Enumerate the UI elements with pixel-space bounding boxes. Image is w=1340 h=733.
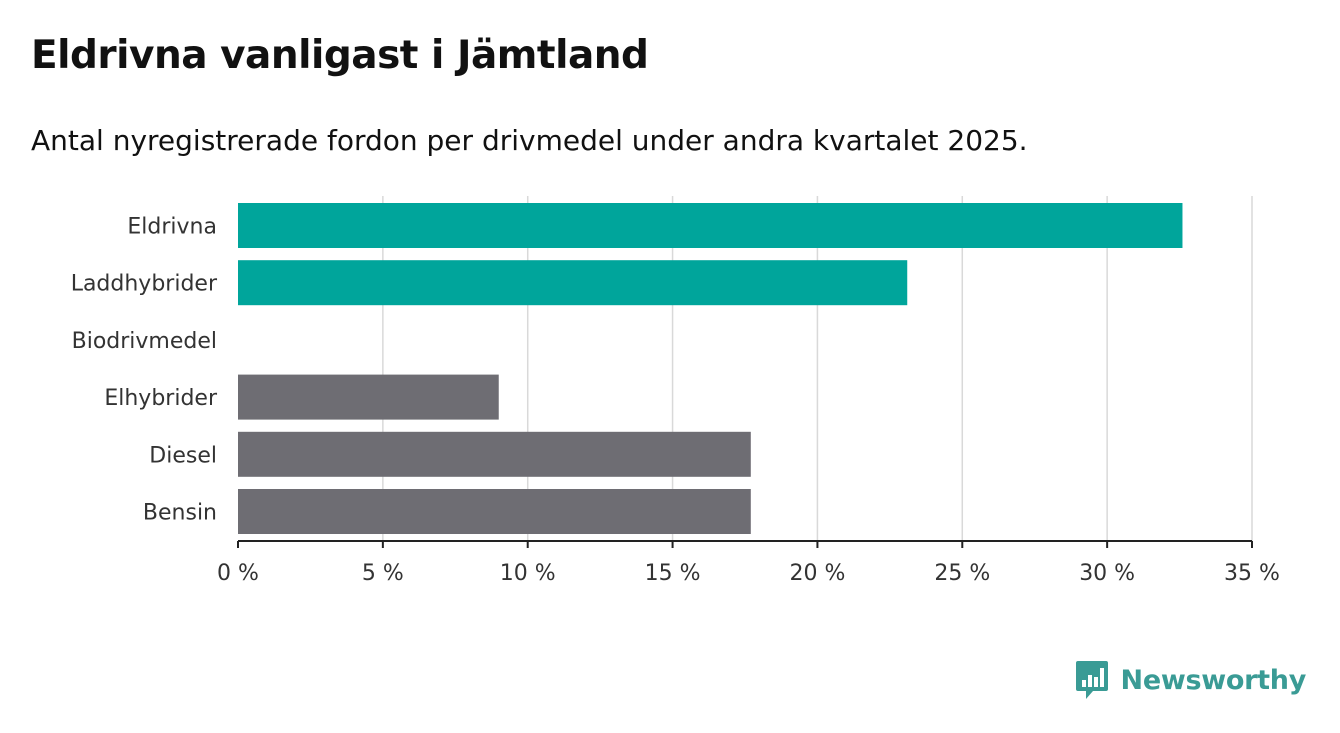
category-label-eldrivna: Eldrivna: [127, 215, 217, 240]
x-tick-label-2: 10 %: [500, 561, 556, 586]
category-label-diesel: Diesel: [149, 443, 217, 468]
bar-diesel: [238, 431, 751, 477]
category-label-bensin: Bensin: [143, 501, 217, 526]
x-tick-label-1: 5 %: [362, 561, 404, 586]
x-tick-label-5: 25 %: [934, 561, 990, 586]
x-tick-label-7: 35 %: [1224, 561, 1280, 586]
x-tick-label-3: 15 %: [645, 561, 701, 586]
bar-elhybrider: [238, 374, 499, 420]
x-tick-label-0: 0 %: [217, 561, 259, 586]
x-tick-label-4: 20 %: [789, 561, 845, 586]
category-label-elhybrider: Elhybrider: [104, 386, 218, 411]
bar-laddhybrider: [238, 260, 908, 306]
chart-subtitle: Antal nyregistrerade fordon per drivmede…: [31, 124, 1028, 157]
category-label-laddhybrider: Laddhybrider: [71, 272, 218, 297]
chart-title: Eldrivna vanligast i Jämtland: [31, 33, 649, 78]
category-label-biodrivmedel: Biodrivmedel: [72, 329, 217, 354]
bar-bensin: [238, 489, 751, 534]
x-tick-label-6: 30 %: [1079, 561, 1135, 586]
bar-eldrivna: [238, 203, 1183, 248]
newsworthy-logo: Newsworthy: [1075, 660, 1306, 700]
newsworthy-bar-chart-icon: [1075, 661, 1108, 699]
logo-text: Newsworthy: [1120, 664, 1307, 696]
